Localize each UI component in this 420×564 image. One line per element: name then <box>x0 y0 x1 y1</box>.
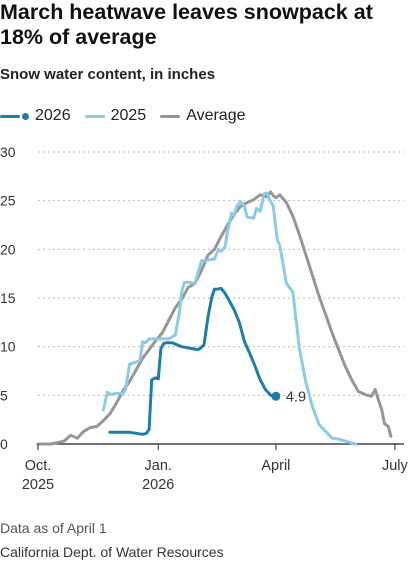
y-tick-label-5: 5 <box>0 387 8 403</box>
y-tick-label-25: 25 <box>0 193 16 209</box>
legend-item-average: Average <box>160 107 246 125</box>
x-tick-label-2: April <box>261 458 290 474</box>
grid-layer <box>38 151 404 445</box>
legend-label-average: Average <box>186 107 246 124</box>
legend-label-2025: 2025 <box>110 107 147 124</box>
x-tick-label-1: Jan. <box>145 458 172 474</box>
series-line-average <box>36 190 393 446</box>
series-line-2025 <box>101 191 358 446</box>
y-tick-label-10: 10 <box>0 339 16 355</box>
legend-swatch-2025 <box>84 114 105 118</box>
series-2026-end-label: 4.9 <box>286 389 306 405</box>
y-tick-label-20: 20 <box>0 241 16 257</box>
series-line-2026 <box>108 286 278 436</box>
legend-swatch-2026 <box>0 114 20 118</box>
legend-item-2025: 2025 <box>84 107 147 125</box>
x-tick-label-3: July <box>382 458 409 474</box>
y-tick-label-15: 15 <box>0 290 16 306</box>
series-layer <box>36 190 393 446</box>
chart-legend: 2026 2025 Average <box>0 105 260 127</box>
data-source: California Dept. of Water Resources <box>0 544 224 560</box>
chart-title: March heatwave leaves snowpack at 18% of… <box>0 0 373 49</box>
series-2026-end-point <box>271 391 281 401</box>
legend-dot-2026 <box>22 112 29 120</box>
x-tick-sublabel-1: 2026 <box>142 477 174 493</box>
legend-label-2026: 2026 <box>35 107 71 124</box>
legend-swatch-average <box>160 114 181 118</box>
x-tick-sublabel-0: 2025 <box>22 477 54 493</box>
y-tick-label-30: 30 <box>0 144 16 160</box>
x-tick-label-0: Oct. <box>25 458 52 474</box>
chart-subtitle: Snow water content, in inches <box>0 66 216 83</box>
y-tick-label-0: 0 <box>0 436 8 452</box>
data-note: Data as of April 1 <box>0 520 107 536</box>
legend-item-2026: 2026 <box>0 107 71 125</box>
